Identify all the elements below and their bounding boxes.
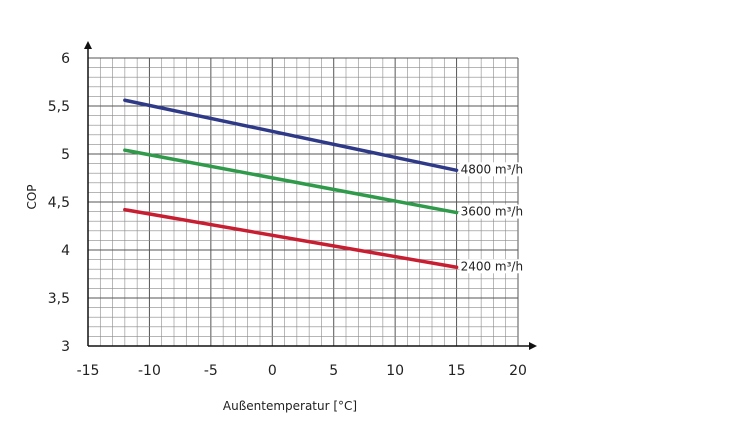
series-line: [123, 207, 459, 270]
y-tick-label: 3: [61, 339, 70, 355]
series-line: [123, 98, 459, 173]
x-tick-label: -15: [77, 363, 100, 379]
series-lines: 4800 m³/h 3600 m³/h 2400 m³/h: [123, 98, 524, 274]
y-tick-label: 6: [61, 51, 70, 67]
x-tick-label: -5: [204, 363, 218, 379]
series-label: 2400 m³/h: [461, 259, 524, 273]
y-tick-label: 3,5: [48, 291, 70, 307]
x-tick-label: 5: [329, 363, 338, 379]
x-axis-arrow: [529, 342, 537, 350]
x-tick-label: 15: [448, 363, 466, 379]
x-tick-label: 10: [386, 363, 404, 379]
y-axis-arrow: [84, 41, 92, 49]
axes: [84, 41, 537, 350]
y-tick-label: 5: [61, 147, 70, 163]
x-tick-label: 20: [509, 363, 527, 379]
grid: [87, 57, 519, 347]
y-tick-label: 4,5: [48, 195, 70, 211]
x-tick-label: 0: [268, 363, 277, 379]
x-axis-label: Außentemperatur [°C]: [223, 399, 357, 413]
series-label-bg: [459, 162, 524, 177]
series-label: 3600 m³/h: [461, 205, 524, 219]
series-label-bg: [459, 259, 524, 274]
y-axis-label: COP: [25, 184, 39, 209]
tick-labels: -15 -10 -5 0 5 10 15 20 3 3,5 4 4,5 5 5,5 6: [48, 51, 527, 379]
series-label: 4800 m³/h: [461, 162, 524, 176]
series-line: [123, 148, 459, 215]
y-tick-label: 4: [61, 243, 70, 259]
x-tick-label: -10: [138, 363, 161, 379]
series-label-bg: [459, 204, 524, 219]
y-tick-label: 5,5: [48, 99, 70, 115]
